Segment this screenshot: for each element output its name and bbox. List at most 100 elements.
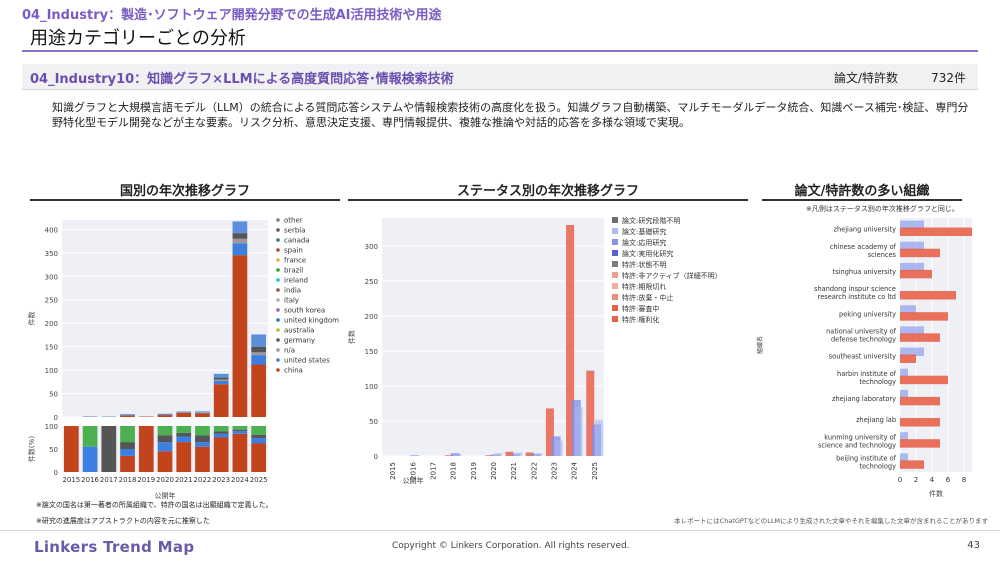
country-legend-label: brazil: [284, 267, 303, 275]
country-legend-marker: [276, 318, 280, 322]
org-bar: [900, 460, 924, 469]
status-legend-marker: [612, 217, 618, 223]
country-legend-marker: [276, 258, 280, 262]
status-bar: [444, 455, 454, 456]
status-legend-marker: [612, 239, 618, 245]
disclaimer: 本レポートにはChatGPTなどのLLMにより生成された文章やそれを編集した文章…: [674, 517, 988, 525]
status-ytick: 50: [369, 418, 378, 426]
org-label: shandong inspur science: [814, 285, 896, 293]
section-title: 04_Industry：製造･ソフトウェア開発分野での生成AI活用技術や用途: [22, 8, 442, 23]
org-label: zhejiang laboratory: [832, 395, 896, 403]
status-xtick: 2022: [530, 462, 538, 480]
country-legend-marker: [276, 268, 280, 272]
country-legend-marker: [276, 248, 280, 252]
country-pct-bar-segment: [195, 435, 210, 443]
country-bar-segment: [232, 243, 248, 256]
status-legend-label: 特許:審査中: [622, 304, 659, 313]
org-label: national university of: [826, 327, 897, 335]
country-pct-bar-segment: [120, 449, 135, 456]
status-xtick: 2019: [470, 462, 478, 480]
country-pct-bar-segment: [157, 435, 173, 443]
country-pct-bar-segment: [176, 436, 192, 443]
org-bar: [900, 326, 924, 335]
country-bar-segment: [157, 415, 173, 417]
country-pct-bar-segment: [251, 434, 266, 438]
footer: [0, 530, 1000, 563]
status-bar: [566, 225, 575, 456]
country-legend-marker: [276, 358, 280, 362]
org-chart: 0 2 4 6 8 件数 組織名 zhejiang university chinese aca…: [756, 218, 972, 498]
country-pct-bar-segment: [232, 426, 248, 430]
country-ytick: 300: [45, 273, 58, 281]
copyright: Copyright © Linkers Corporation. All rig…: [392, 541, 630, 551]
status-ytick: 250: [365, 278, 378, 286]
country-pct-ylabel: 件数(%): [28, 436, 36, 462]
count-value: 732件: [931, 71, 966, 85]
country-pct-bar-segment: [195, 446, 210, 472]
title-divider: [22, 50, 978, 52]
country-xtick: 2024: [231, 476, 249, 484]
country-pct-bar-segment: [251, 426, 266, 435]
country-legend-label: united states: [284, 357, 330, 365]
status-legend-marker: [612, 261, 618, 267]
country-legend-label: china: [284, 367, 303, 375]
country-legend-label: ireland: [284, 277, 308, 285]
status-ytick: 150: [365, 348, 378, 356]
footnote-country: ※論文の国名は第一著者の所属組織で、特許の国名は出願組織で定義した。: [36, 501, 273, 509]
country-legend-label: serbia: [284, 227, 306, 235]
country-ytick: 50: [49, 391, 58, 399]
org-chart-title: 論文/特許数の多い組織: [794, 184, 930, 199]
org-label: kunming university of: [824, 433, 896, 441]
country-legend-label: france: [284, 257, 306, 265]
country-ytick: 0: [54, 414, 58, 422]
country-pct-bar-segment: [213, 431, 229, 434]
country-xtick: 2025: [250, 476, 268, 484]
country-pct-bar-segment: [176, 426, 192, 433]
status-legend-marker: [612, 250, 618, 256]
org-xlabel: 件数: [929, 489, 943, 498]
country-bar-segment: [251, 352, 266, 356]
country-pct-bar-segment: [157, 451, 173, 472]
country-bar-segment: [195, 413, 210, 417]
org-label: technology: [859, 378, 896, 386]
country-pct-bar-segment: [138, 426, 154, 472]
country-xtick: 2022: [194, 476, 212, 484]
country-legend-label: canada: [284, 237, 310, 245]
org-label: research institute co ltd: [818, 293, 896, 301]
status-legend-label: 論文:応用研究: [622, 238, 666, 247]
country-ytick: 400: [45, 226, 58, 234]
org-xtick: 4: [930, 476, 935, 484]
org-bar: [900, 375, 948, 385]
country-legend-label: germany: [284, 337, 315, 345]
org-bar: [900, 312, 948, 321]
status-xtick: 2025: [591, 462, 599, 480]
country-legend-label: south korea: [284, 307, 325, 315]
status-bar: [485, 455, 494, 456]
country-bar-segment: [213, 384, 229, 417]
status-chart-title: ステータス別の年次推移グラフ: [456, 184, 639, 199]
country-pct-ytick: 100: [45, 423, 58, 431]
org-ylabel: 組織名: [756, 336, 764, 354]
status-bar: [505, 451, 514, 456]
status-bar: [594, 419, 603, 456]
country-bar-segment: [213, 373, 229, 378]
country-pct-bar-segment: [120, 442, 135, 449]
country-chart-title: 国別の年次推移グラフ: [119, 184, 250, 199]
org-xtick: 2: [914, 476, 918, 484]
org-bar: [900, 241, 924, 251]
country-bar-segment: [232, 233, 248, 239]
org-bar: [900, 269, 932, 279]
org-title-rule: [762, 199, 962, 201]
country-xtick: 2021: [175, 476, 193, 484]
org-label: zhejiang lab: [856, 416, 896, 424]
country-pct-bar-segment: [213, 433, 229, 438]
org-label: science and technology: [818, 441, 896, 449]
country-pct-bar-segment: [64, 426, 79, 472]
country-legend-marker: [276, 348, 280, 352]
country-bar-segment: [232, 255, 248, 417]
status-ytick: 200: [365, 313, 378, 321]
status-bar: [574, 407, 583, 456]
country-bar-segment: [213, 380, 229, 385]
org-bar: [900, 262, 924, 272]
